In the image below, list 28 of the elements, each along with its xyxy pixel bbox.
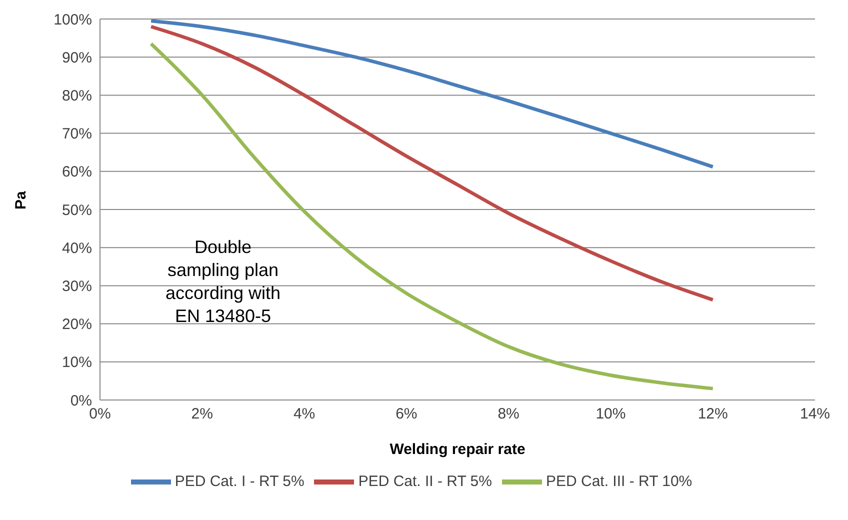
x-tick-label: 4% (293, 406, 316, 423)
x-tick-label: 2% (191, 406, 213, 423)
y-tick-label: 0% (70, 392, 92, 410)
y-tick-label: 100% (54, 11, 92, 28)
y-tick-label: 90% (62, 49, 92, 66)
y-tick-label: 80% (62, 88, 92, 105)
legend-label: PED Cat. I - RT 5% (174, 472, 304, 490)
y-tick-label: 70% (62, 126, 92, 143)
legend-label: PED Cat. III - RT 10% (546, 472, 692, 490)
line-series (149, 24, 715, 302)
line-series (149, 19, 715, 169)
line-series (149, 42, 715, 390)
y-tick-label: 30% (62, 278, 92, 296)
y-tick-label: 50% (62, 202, 92, 219)
x-tick-label: 12% (698, 406, 728, 423)
annotation: Double sampling plan according with EN 13480-5 (164, 236, 282, 328)
y-tick-label: 40% (62, 240, 92, 257)
x-tick-label: 8% (498, 406, 520, 423)
x-tick-label: 0% (89, 406, 111, 423)
x-tick-label: 6% (396, 406, 418, 423)
y-tick-label: 10% (62, 354, 92, 372)
legend-label: PED Cat. II - RT 5% (358, 472, 492, 490)
y-tick-label: 20% (62, 316, 92, 334)
x-tick-label: 14% (800, 406, 830, 423)
x-axis-title: Welding repair rate (390, 441, 526, 458)
y-axis-title: Pa (12, 190, 30, 210)
y-tick-label: 60% (62, 164, 92, 181)
x-tick-label: 10% (596, 406, 626, 423)
